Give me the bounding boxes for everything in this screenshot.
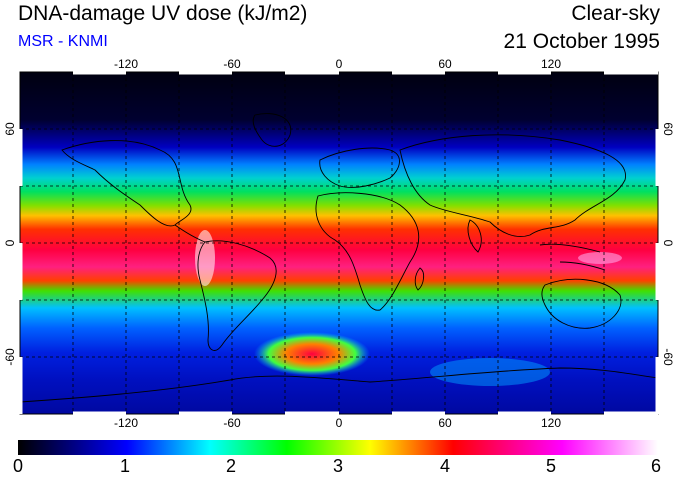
lon-label-top: 120 — [541, 57, 561, 71]
lon-label-top: -120 — [114, 57, 138, 71]
colorbar — [18, 440, 658, 455]
source-label: MSR - KNMI — [18, 33, 108, 50]
north-america-coast — [61, 140, 192, 227]
lat-label-right: -60 — [661, 348, 675, 366]
lat-label-right: 60 — [661, 122, 675, 136]
lat-label-left: -60 — [3, 348, 17, 366]
coastlines — [20, 113, 658, 403]
lon-label-bottom: -60 — [223, 416, 241, 430]
colorbar-tick-label: 1 — [119, 456, 131, 476]
antarctica-coast — [20, 367, 658, 403]
colorbar-tick-label: 6 — [650, 456, 662, 476]
map-title: DNA-damage UV dose (kJ/m2) — [18, 2, 308, 25]
asia-coast — [399, 134, 626, 237]
lat-label-left: 0 — [3, 239, 17, 246]
lat-label-right: 0 — [661, 240, 675, 247]
central-america-coast — [174, 224, 206, 243]
lon-label-bottom: 60 — [438, 416, 452, 430]
australia-coast — [541, 278, 622, 329]
sky-condition-label: Clear-sky — [571, 2, 660, 25]
colorbar-tick-label: 4 — [439, 456, 451, 476]
lon-label-bottom: 120 — [541, 416, 561, 430]
indonesia-coast — [539, 243, 606, 271]
colorbar-tick-label: 0 — [12, 456, 24, 476]
lon-label-top: 60 — [438, 57, 452, 71]
antarctic-high-dose-patch — [254, 332, 370, 376]
andes-peak-patch — [195, 230, 215, 286]
africa-coast — [315, 192, 420, 311]
lon-label-top: -60 — [223, 57, 241, 71]
colorbar-tick-label: 2 — [225, 456, 237, 476]
lon-label-bottom: 0 — [336, 416, 343, 430]
lon-label-top: 0 — [336, 57, 343, 71]
date-label: 21 October 1995 — [503, 30, 660, 53]
greenland-coast — [252, 113, 292, 147]
lon-labels-top: -120 -60 0 60 120 — [114, 57, 561, 71]
pacific-peak-patch — [578, 252, 622, 264]
lon-label-bottom: -120 — [114, 416, 138, 430]
lat-labels-right: 60 0 -60 — [661, 122, 675, 366]
india-coast — [467, 219, 482, 253]
colorbar-tick-label: 3 — [332, 456, 344, 476]
south-america-coast — [197, 240, 277, 351]
europe-coast — [319, 147, 400, 188]
lat-label-left: 60 — [3, 122, 17, 136]
colorbar-tick-label: 5 — [545, 456, 557, 476]
lat-labels-left: 60 0 -60 — [3, 122, 17, 366]
madagascar-coast — [414, 267, 425, 291]
graticule — [20, 72, 658, 414]
frame-scale-bars — [19, 71, 659, 415]
lon-labels-bottom: -120 -60 0 60 120 — [114, 416, 561, 430]
